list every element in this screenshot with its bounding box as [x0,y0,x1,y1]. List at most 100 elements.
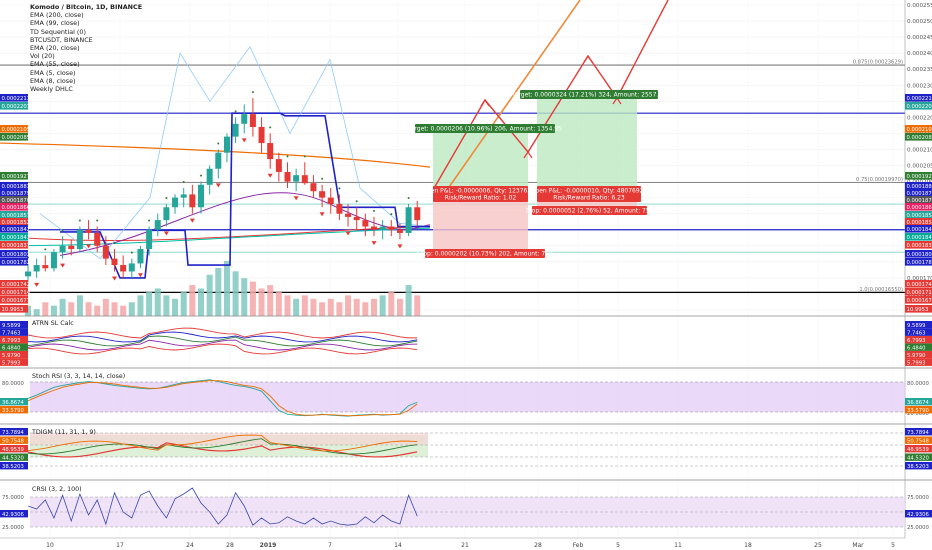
left-tag-bg [0,280,28,288]
atrn-line [27,331,418,343]
price-tick-label: 0.0002450 [907,35,932,41]
price-tag-bg [905,305,932,313]
open2-label-text: Risk/Reward Ratio: 6.23 [553,195,625,202]
chart-legend[interactable]: Komodo / Bitcoin, 1D, BINANCE EMA (200, … [30,3,142,93]
indicator-btcusdt[interactable]: BTCUSDT, BINANCE [30,35,93,44]
date-tick-label: 28 [534,542,542,549]
price-tag-text: 0.0001852 [907,220,932,226]
atrn-left-tag-bg [0,336,28,344]
price-tag-text: 0.0001782 [907,260,932,266]
indicator-ema8[interactable]: EMA (8, close) [30,76,76,85]
candle-body [128,263,135,272]
td-dot [61,229,64,232]
price-tag-bg [905,94,932,102]
date-tick-label: Feb [573,542,584,549]
date-tick-label: 11 [674,542,682,549]
td-triangle [137,273,143,278]
crsi-left-tick: 25.0000 [2,525,25,531]
left-tag-bg [0,189,28,197]
td-dot [200,174,202,177]
td-triangle [163,231,169,236]
price-tag-bg [905,189,932,197]
tdi-tag-text: 48.9539 [907,447,929,453]
volume-bar [379,295,386,316]
left-tag-bg [0,125,28,133]
trend-line [439,0,581,201]
price-tag-bg [905,172,932,180]
atrn-tag-text: 5.9790 [907,353,926,359]
open1-label-bg [433,186,528,202]
candle-body [189,194,196,208]
crsi-left-tag-bg [0,510,28,518]
date-tick-label: 14 [394,542,402,549]
volume-bar [76,295,83,316]
candle-body [154,220,161,230]
tdi-line [27,442,418,458]
crsi-right-tick: 75.0000 [907,495,930,501]
price-tag-bg [905,211,932,219]
target2-label-bg [520,90,658,99]
price-tag-text: 0.0001866 [907,205,932,211]
tdi-tag-bg [905,453,932,461]
atrn-tag-text: 5.7993 [907,360,926,366]
indicator-weekly-dhlc[interactable]: Weekly DHLC [30,85,73,94]
candle-body [111,258,118,266]
tdi-line [27,438,418,455]
volume-bar [319,302,326,316]
left-tag-text: 0.0001857 [2,213,31,219]
price-tick-label: 0.0002500 [907,19,932,25]
volume-bar [180,291,187,316]
td-dot [78,219,81,222]
indicator-td-sequential[interactable]: TD Sequential (0) [30,27,86,36]
indicator-ema20[interactable]: EMA (20, close) [30,44,80,53]
indicator-ema5[interactable]: EMA (5, close) [30,68,76,77]
atrn-tag-bg [905,336,932,344]
td-triangle [293,196,299,201]
atrn-left-tag-bg [0,358,28,366]
stop1-label-bg [425,249,545,258]
indicator-ema99[interactable]: EMA (99, close) [30,19,80,28]
open1-label-text: Open P&L: -0.0000006, Qty: 12376237 [422,188,539,195]
left-tag-text: 0.0001866 [2,205,31,211]
volume-bar [85,302,92,316]
left-tag-text: 10.9953 [2,307,24,313]
td-triangle [371,241,377,246]
atrn-left-tag-bg [0,328,28,336]
tdi-tag-text: 50.7548 [907,438,930,444]
projection-arrowhead [583,54,593,63]
volume-bar [146,291,153,316]
candle-body [102,245,109,259]
price-tag-bg [905,280,932,288]
tdi-line [27,434,418,452]
atrn-left-tag-bg [0,321,28,329]
td-dot [148,219,151,222]
td-triangle [215,183,221,188]
tdi-tag-text: 38.5203 [907,464,929,470]
atrn-left-tag-text: 6.4840 [2,345,21,351]
tdi-left-tag-bg [0,428,28,436]
candle-body [59,245,66,253]
volume-bar [267,285,274,316]
candle-body [249,114,256,127]
symbol-title: Komodo / Bitcoin, 1D, BINANCE [30,3,143,11]
projection-arrowhead [523,150,533,159]
td-triangle [345,231,351,236]
volume-bar [33,309,40,316]
volume-bar [241,278,248,316]
candle-body [301,175,308,184]
left-tag-text: 0.0001870 [2,198,31,204]
crsi-left-tick: 75.0000 [2,495,25,501]
date-tick-label: 10 [46,542,54,549]
price-tag-bg [905,288,932,296]
date-axis[interactable]: 10 17 24 28 2019 7 14 21 28 Feb 5 11 18 25 Mar 5 [46,542,895,549]
indicator-ema55[interactable]: EMA (55, close) [30,60,80,69]
atrn-left-tag-text: 9.5899 [2,323,21,329]
volume-bar [111,302,118,316]
price-tag-text: 0.0001742 [907,282,932,288]
td-dot [44,248,47,251]
indicator-vol[interactable]: Vol (20) [30,52,55,61]
price-tag-text: 0.0002085 [907,135,932,141]
indicator-ema200[interactable]: EMA (200, close) [30,11,84,20]
